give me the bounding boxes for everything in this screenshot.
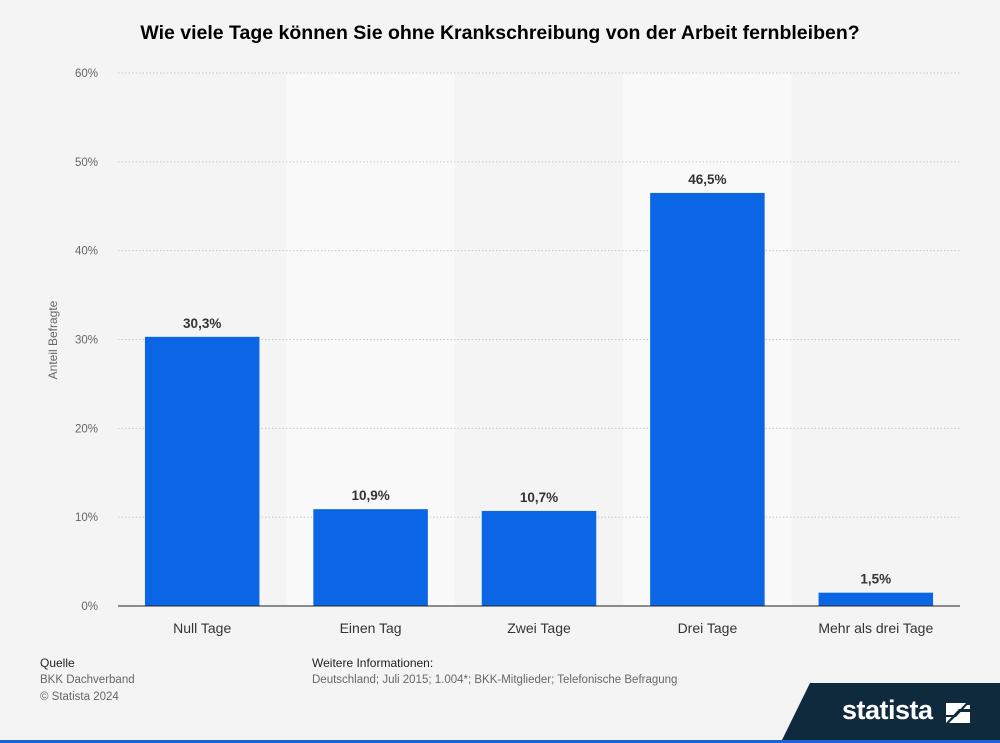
x-tick-label: Zwei Tage	[507, 620, 571, 636]
bar[interactable]	[313, 509, 428, 606]
info-header: Weitere Informationen:	[312, 656, 434, 670]
chart-title: Wie viele Tage können Sie ohne Krankschr…	[140, 22, 860, 44]
x-tick-label: Null Tage	[173, 620, 231, 636]
brand-name: statista	[842, 695, 933, 725]
bar[interactable]	[144, 336, 260, 606]
x-tick-label: Drei Tage	[678, 620, 738, 636]
value-labels: 30,3% 10,9% 10,7% 46,5% 1,5%	[183, 172, 891, 587]
value-label: 1,5%	[860, 572, 891, 587]
bar[interactable]	[481, 510, 597, 606]
y-tick-label: 20%	[75, 423, 98, 435]
x-tick-label: Mehr als drei Tage	[818, 620, 933, 636]
source-header: Quelle	[40, 656, 75, 670]
bars	[144, 192, 934, 607]
info-block: Weitere Informationen: Deutschland; Juli…	[312, 655, 677, 689]
value-label: 30,3%	[183, 316, 221, 331]
x-tick-labels: Null Tage Einen Tag Zwei Tage Drei Tage Mehr…	[173, 620, 933, 636]
value-label: 46,5%	[688, 172, 726, 187]
y-axis-label: Anteil Befragte	[46, 300, 60, 379]
value-label: 10,7%	[520, 490, 558, 505]
y-tick-label: 0%	[81, 601, 98, 613]
source-block: Quelle BKK Dachverband © Statista 2024	[40, 655, 135, 706]
bar[interactable]	[650, 192, 765, 607]
y-tick-labels: 0% 10% 20% 30% 40% 50% 60%	[75, 68, 98, 613]
bottom-accent-line	[0, 740, 1000, 743]
x-tick-label: Einen Tag	[340, 620, 402, 636]
y-tick-label: 50%	[75, 157, 98, 169]
statista-logo[interactable]: statista	[782, 683, 1000, 740]
copyright: © Statista 2024	[40, 691, 119, 703]
y-tick-label: 60%	[75, 68, 98, 80]
source-name: BKK Dachverband	[40, 674, 135, 686]
info-text: Deutschland; Juli 2015; 1.004*; BKK-Mitg…	[312, 674, 678, 686]
bar[interactable]	[818, 592, 934, 606]
bar-chart: 0% 10% 20% 30% 40% 50% 60% Anteil Befragte 30,…	[46, 68, 960, 636]
statista-logo-icon	[946, 703, 970, 723]
y-tick-label: 40%	[75, 246, 98, 258]
y-tick-label: 30%	[75, 335, 98, 347]
value-label: 10,9%	[351, 488, 389, 503]
y-tick-label: 10%	[75, 512, 98, 524]
